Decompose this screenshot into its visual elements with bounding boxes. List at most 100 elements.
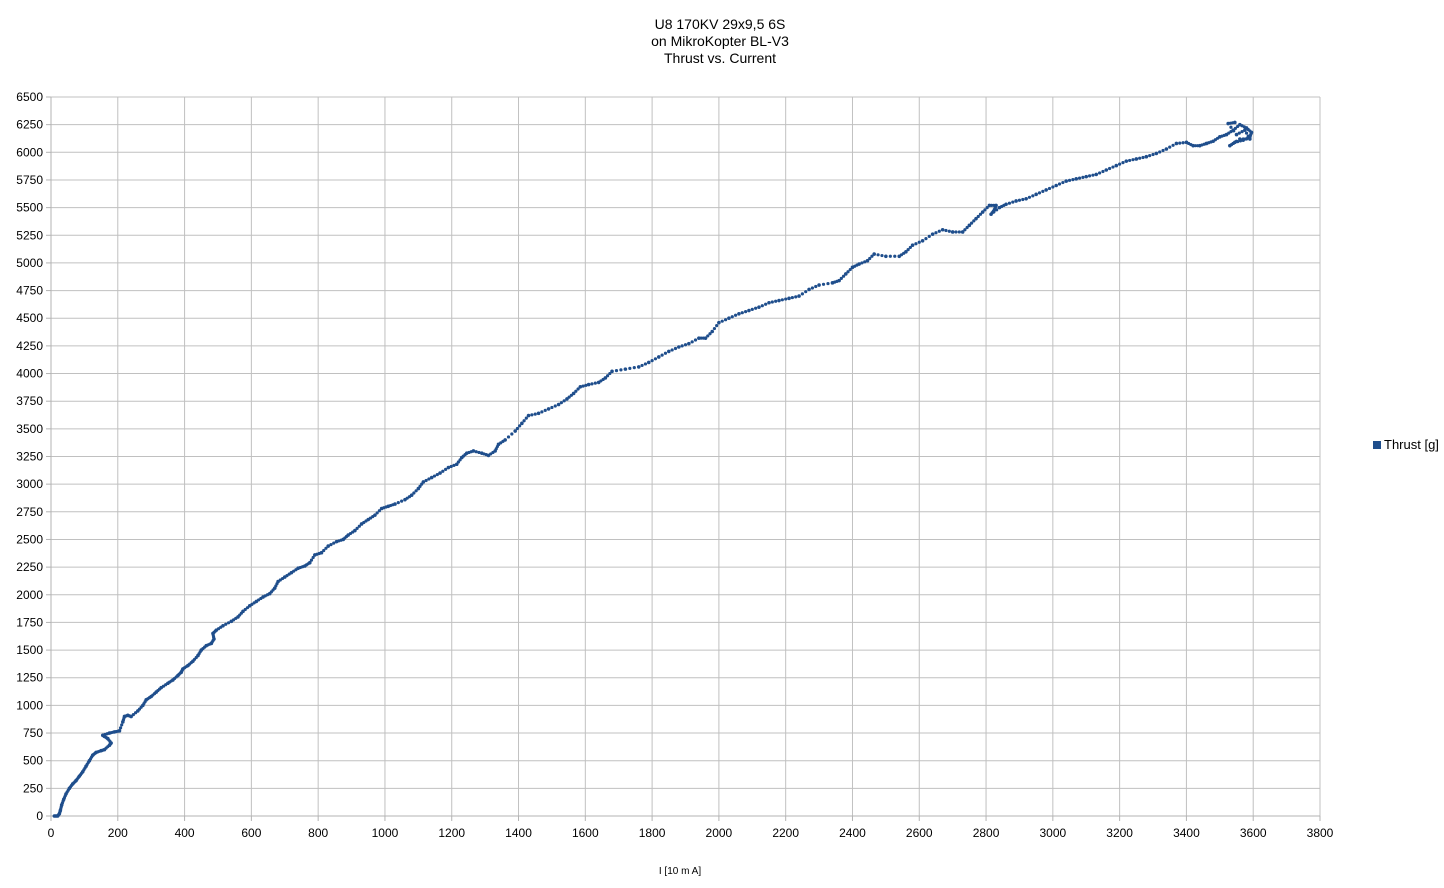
data-point-fill <box>1007 201 1012 205</box>
data-point <box>1054 183 1058 188</box>
data-point-fill <box>733 313 738 317</box>
data-point <box>787 296 791 301</box>
data-point-fill <box>673 346 678 351</box>
data-point-fill <box>750 307 754 311</box>
data-point <box>737 312 741 316</box>
data-point-fill <box>1128 158 1132 163</box>
data-point-fill <box>1077 176 1082 180</box>
data-point-fill <box>794 295 798 299</box>
data-point-fill <box>444 467 448 472</box>
data-point <box>241 609 245 614</box>
data-point <box>326 544 330 548</box>
data-point-fill <box>814 284 818 289</box>
data-point <box>117 729 122 733</box>
data-point <box>1104 168 1109 172</box>
data-point-fill <box>474 450 478 454</box>
y-tick-label: 3750 <box>16 394 43 408</box>
data-point <box>353 528 357 533</box>
x-tick-label: 600 <box>241 826 261 840</box>
data-point <box>646 360 651 365</box>
y-tick-label: 3250 <box>16 450 43 464</box>
y-tick-label: 2250 <box>16 560 43 574</box>
data-point-fill <box>608 371 612 376</box>
data-point-fill <box>906 248 910 252</box>
data-point <box>667 349 671 354</box>
data-point <box>1248 137 1252 141</box>
data-point-fill <box>1037 191 1042 195</box>
data-point <box>1164 147 1169 151</box>
data-point-fill <box>1041 189 1045 193</box>
data-point-fill <box>893 254 897 258</box>
data-point <box>636 365 641 369</box>
data-point-fill <box>1234 139 1239 143</box>
x-tick-label: 1000 <box>372 826 399 840</box>
y-tick-label: 1250 <box>16 671 43 685</box>
data-point-fill <box>1229 125 1233 129</box>
x-tick-label: 800 <box>308 826 328 840</box>
data-point-fill <box>1081 175 1085 179</box>
data-point <box>623 367 628 371</box>
data-point-fill <box>888 254 892 258</box>
data-point-fill <box>821 282 826 286</box>
y-tick-label: 750 <box>23 726 43 740</box>
y-tick-label: 6000 <box>16 145 43 159</box>
x-tick-label: 400 <box>175 826 195 840</box>
y-tick-label: 1500 <box>16 643 43 657</box>
data-point <box>920 239 925 243</box>
y-tick-label: 4500 <box>16 311 43 325</box>
x-tick-label: 3400 <box>1173 826 1200 840</box>
data-point-fill <box>131 713 135 717</box>
data-point-fill <box>456 460 461 464</box>
data-point-fill <box>324 546 328 550</box>
x-axis-label: I [10 m A] <box>659 866 701 877</box>
data-point-fill <box>957 230 961 234</box>
data-point-fill <box>917 240 921 244</box>
x-tick-label: 2800 <box>973 826 1000 840</box>
data-point-fill <box>863 260 867 264</box>
data-point <box>373 513 377 517</box>
x-tick-label: 1200 <box>438 826 465 840</box>
data-point-fill <box>576 387 580 391</box>
data-point-fill <box>985 206 989 210</box>
data-point-fill <box>311 555 315 560</box>
data-point-fill <box>1061 180 1065 185</box>
data-point-fill <box>619 368 623 372</box>
data-point-fill <box>963 228 967 232</box>
y-tick-label: 5500 <box>16 201 43 215</box>
data-point-fill <box>1168 145 1172 149</box>
x-axis-ticks: 0 200 400 600 800 1000 1200 1400 1600 1800 2000 220… <box>48 816 1334 840</box>
data-point <box>727 316 731 321</box>
data-point-fill <box>660 353 664 357</box>
data-point-fill <box>224 622 228 626</box>
data-point <box>656 355 661 359</box>
data-point-fill <box>744 309 748 314</box>
data-point <box>987 203 992 208</box>
data-point <box>1114 163 1119 168</box>
data-point <box>319 550 324 555</box>
data-point <box>409 493 414 498</box>
data-point-fill <box>770 300 774 304</box>
y-tick-label: 2000 <box>16 588 43 602</box>
data-point-fill <box>683 343 688 347</box>
data-point <box>989 212 993 217</box>
x-tick-label: 200 <box>108 826 128 840</box>
data-point-fill <box>969 221 974 225</box>
data-point-fill <box>740 311 744 315</box>
data-point <box>904 250 908 254</box>
data-point <box>1243 128 1247 132</box>
data-point-fill <box>120 723 124 727</box>
data-point-fill <box>983 208 987 212</box>
data-point <box>677 345 681 349</box>
data-point-fill <box>848 267 852 272</box>
data-point-fill <box>1027 195 1032 199</box>
data-point-fill <box>976 214 980 219</box>
data-point <box>687 341 691 346</box>
data-point-fill <box>774 299 778 303</box>
data-point-fill <box>562 399 566 403</box>
data-point-fill <box>995 208 999 212</box>
data-point <box>747 308 751 313</box>
data-point <box>930 232 935 236</box>
y-tick-label: 3500 <box>16 422 43 436</box>
data-point-fill <box>1171 143 1175 147</box>
data-point-fill <box>396 500 400 505</box>
